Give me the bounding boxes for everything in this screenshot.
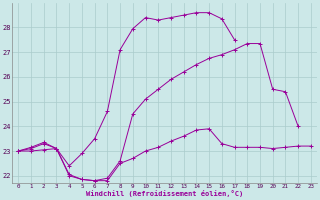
X-axis label: Windchill (Refroidissement éolien,°C): Windchill (Refroidissement éolien,°C)	[86, 190, 243, 197]
